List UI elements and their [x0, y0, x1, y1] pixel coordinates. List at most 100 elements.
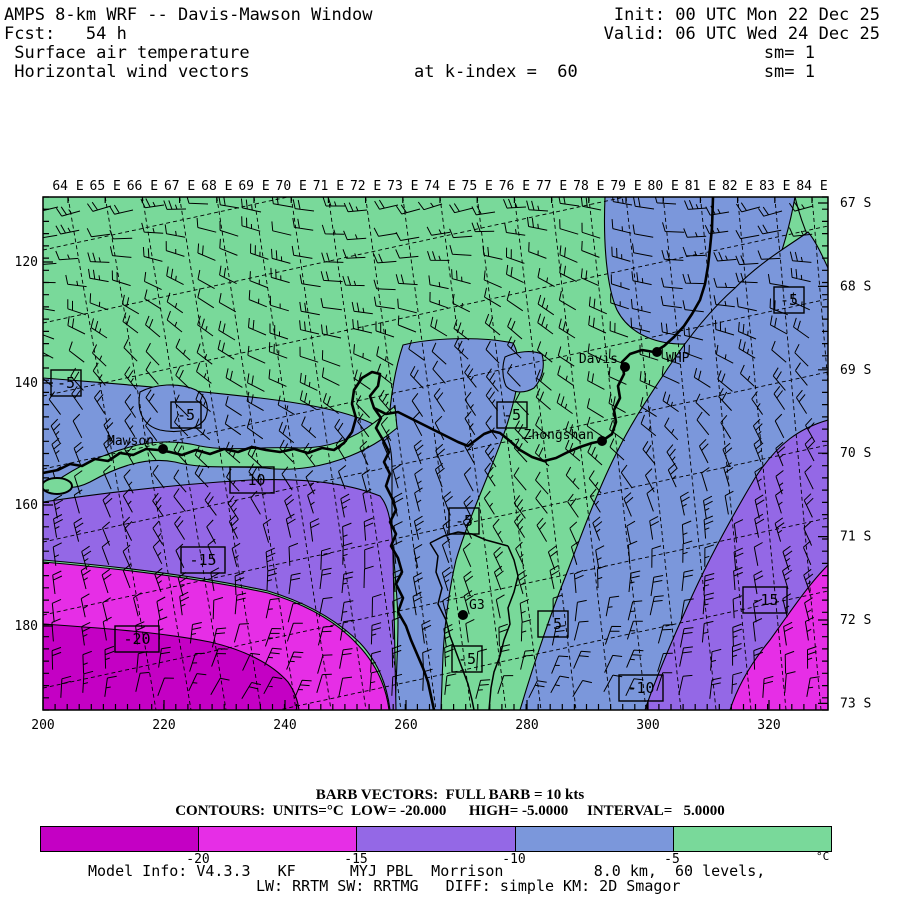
colorbar-seg--15--10 [357, 827, 516, 851]
top-axis-label: 76 E [499, 179, 530, 194]
contour-label-boxes: -5 -5 -10 -15 -20 -5 -5 -5 -5 -10 -15 -5 [50, 286, 805, 702]
bottom-axis-label: 280 [515, 718, 538, 733]
valid-time: Valid: 06 UTC Wed 24 Dec 25 [603, 24, 880, 44]
right-axis-label: 71 S [840, 530, 871, 545]
contour-box-label: -10 [238, 471, 265, 489]
left-axis-label: 180 [15, 619, 38, 634]
left-axis-label: 120 [15, 255, 38, 270]
station-dot [158, 444, 168, 454]
contour-box [537, 610, 569, 638]
contour-box-label: -15 [189, 551, 216, 569]
colorbar-tick--5: -5 [664, 852, 680, 867]
top-axis-label: 77 E [536, 179, 567, 194]
field-name-2: Horizontal wind vectors [4, 62, 250, 82]
station-label: Zhongshan [524, 428, 594, 443]
contour-box [618, 674, 664, 702]
coastline-east [373, 197, 715, 463]
colorbar-tick--20: -20 [186, 852, 210, 867]
contour-box [451, 645, 483, 673]
top-axis-label: 70 E [276, 179, 307, 194]
top-axis-label: 69 E [238, 179, 269, 194]
contour-box [229, 466, 275, 494]
contour-box-label: -5 [455, 512, 473, 530]
top-axis-label: 80 E [648, 179, 679, 194]
top-axis-label: 65 E [90, 179, 121, 194]
top-axis-label: 64 E [52, 179, 83, 194]
temperature-regions [43, 197, 828, 710]
colorbar-seg-below--20 [41, 827, 200, 851]
station-dot [652, 347, 662, 357]
smooth-1: sm= 1 [763, 43, 815, 63]
top-axis-label: 68 E [201, 179, 232, 194]
contour-box-label: -5 [57, 374, 75, 392]
station-dot [597, 436, 607, 446]
region-blue-mawson-kidney [138, 384, 208, 433]
bottom-axis-label: 320 [757, 718, 780, 733]
right-axis-label: 70 S [840, 446, 871, 461]
contour-box [170, 401, 202, 429]
right-axis-label: 72 S [840, 613, 871, 628]
contour-box-label: -5 [458, 650, 476, 668]
top-axis-label: 74 E [424, 179, 455, 194]
model-info-line1: Model Info: V4.3.3 KF MYJ PBL Morrison 8… [88, 862, 766, 880]
colorbar [40, 826, 832, 852]
colorbar-seg-above--5 [673, 827, 832, 851]
colorbar-seg--10--5 [515, 827, 674, 851]
model-info-line2: LW: RRTM SW: RRTMG DIFF: simple KM: 2D S… [256, 877, 681, 895]
axis-ticks [42, 196, 829, 711]
contour-box-label: -15 [751, 591, 778, 609]
contour-box-label: -5 [780, 291, 798, 309]
contour-box [742, 586, 788, 614]
forecast-hour: Fcst: 54 h [4, 24, 127, 44]
top-axis-label: 84 E [796, 179, 827, 194]
top-axis-label: 79 E [610, 179, 641, 194]
latlon-grid [43, 197, 828, 710]
contour-box [114, 625, 160, 653]
axis-labels: 64 E 65 E 66 E 67 E 68 E 69 E 70 E 71 E 72 E 73 E… [15, 179, 872, 733]
contour-box-label: -5 [177, 406, 195, 424]
top-axis-label: 81 E [685, 179, 716, 194]
contour-box [50, 369, 82, 397]
station-label: Davis [579, 352, 618, 367]
station-label: G3 [469, 598, 485, 613]
glacier-outline [429, 531, 519, 710]
contour-box [448, 507, 480, 535]
bottom-axis-label: 220 [152, 718, 175, 733]
right-axis-label: 69 S [840, 363, 871, 378]
coastal-island [43, 477, 73, 495]
left-axis-label: 140 [15, 376, 38, 391]
station-dot [458, 610, 468, 620]
contour-box-label: -10 [627, 679, 654, 697]
contour-legend: CONTOURS: UNITS=°C LOW= -20.000 HIGH= -5… [175, 803, 725, 819]
init-time: Init: 00 UTC Mon 22 Dec 25 [613, 5, 880, 25]
bottom-axis-label: 240 [273, 718, 296, 733]
top-axis-label: 67 E [164, 179, 195, 194]
contour-box [180, 546, 226, 574]
colorbar-seg--20--15 [199, 827, 358, 851]
top-axis-label: 75 E [462, 179, 493, 194]
region-dark-magenta-corner [43, 623, 300, 710]
bottom-axis-label: 200 [31, 718, 54, 733]
top-axis-label: 82 E [722, 179, 753, 194]
colorbar-unit: °C [816, 850, 830, 863]
barb-legend: BARB VECTORS: FULL BARB = 10 kts [315, 787, 585, 803]
contour-box-label: -20 [123, 630, 150, 648]
top-axis-label: 73 E [387, 179, 418, 194]
contour-box [496, 401, 528, 429]
colorbar-tick--10: -10 [502, 852, 526, 867]
station-markers: Mawson Zhongshan Davis WHP G3 [107, 347, 690, 620]
right-axis-label: 68 S [840, 279, 871, 294]
top-axis-label: 78 E [573, 179, 604, 194]
right-axis-label: 67 S [840, 196, 871, 211]
bottom-axis-label: 300 [636, 718, 659, 733]
top-axis-label: 72 E [350, 179, 381, 194]
station-label: Mawson [107, 434, 154, 449]
region-purple-left-band [43, 478, 397, 710]
weather-map: 64 E 65 E 66 E 67 E 68 E 69 E 70 E 71 E 72 E 73 E… [15, 179, 872, 733]
right-axis-label: 73 S [840, 696, 871, 711]
plot-title: AMPS 8-km WRF -- Davis-Mawson Window [4, 5, 373, 25]
contour-box-label: -5 [503, 406, 521, 424]
contour-box [773, 286, 805, 314]
top-axis-label: 71 E [313, 179, 344, 194]
left-axis-label: 160 [15, 498, 38, 513]
